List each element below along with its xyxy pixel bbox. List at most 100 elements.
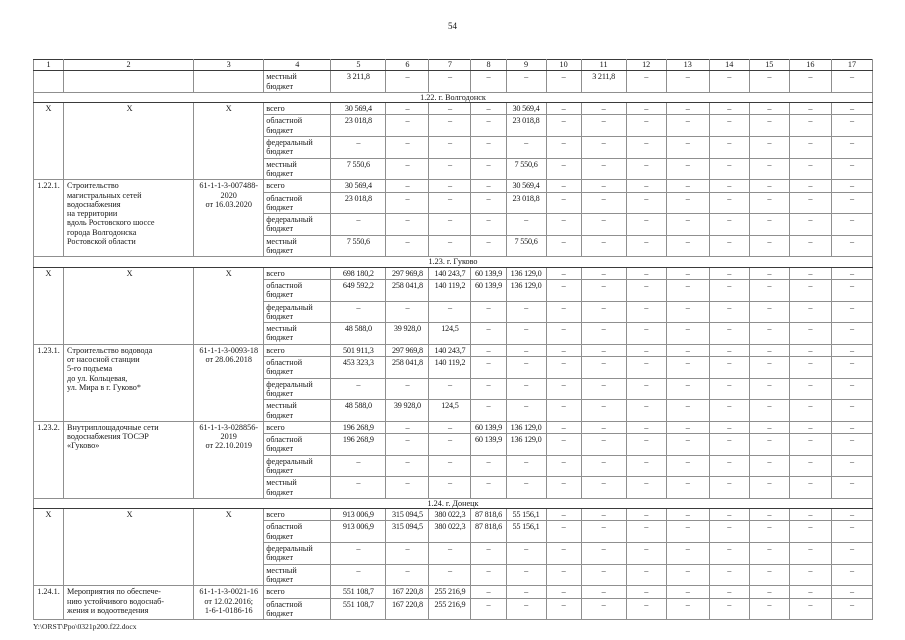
amount-cell: – (748, 322, 790, 345)
amount-cell: – (428, 70, 472, 93)
amount-cell: – (625, 454, 667, 478)
amount-cell: – (748, 157, 790, 181)
amount-cell: 453 323,3 (330, 356, 387, 379)
amount-cell: – (788, 114, 832, 138)
amount-cell: – (788, 508, 832, 522)
amount-cell: – (580, 508, 627, 522)
table-row: местный бюджет 7 550,6– – –7 550,6– – – – – – – – (34, 157, 874, 181)
amount-cell: – (625, 433, 667, 456)
amount-cell: – (505, 377, 547, 401)
budget-level-cell: федеральный бюджет (263, 542, 332, 565)
column-number-cell: 16 (788, 58, 832, 72)
column-number-cell: 9 (505, 58, 547, 72)
object-name-cell: Строительство водовода от насосной станц… (63, 343, 195, 422)
section-title: 1.24. г. Донецк (33, 497, 873, 510)
amount-cell: – (788, 399, 832, 422)
amount-cell: – (665, 520, 710, 544)
budget-level-cell: местный бюджет (263, 234, 332, 258)
amount-cell: – (470, 542, 507, 565)
amount-cell: – (505, 597, 547, 621)
amount-cell: – (625, 114, 667, 138)
amount-cell: – (708, 343, 750, 358)
table-row: областной бюджет 551 108,7 167 220,8 255 21… (34, 597, 874, 621)
amount-cell: – (505, 213, 547, 236)
amount-cell: – (545, 563, 582, 587)
amount-cell: 7 550,6 (505, 157, 547, 181)
project-code-cell: 61-1-1-3-007488- 2020 от 16.03.2020 (193, 179, 265, 258)
table-row: федеральный бюджет – – – – – – – – – – – – – (34, 377, 874, 401)
amount-cell: 136 129,0 (505, 433, 547, 456)
table-row: федеральный бюджет – – – – – – – – – – – – – (34, 300, 874, 324)
amount-cell: 60 139,9 (470, 266, 507, 280)
amount-cell: – (748, 520, 790, 544)
column-number-cell: 17 (830, 58, 874, 72)
amount-cell: 7 550,6 (505, 234, 547, 258)
amount-cell: – (385, 454, 430, 478)
empty-cell (63, 70, 195, 93)
amount-cell: – (428, 542, 472, 565)
amount-cell: – (580, 102, 627, 116)
amount-cell: – (830, 179, 874, 193)
amount-cell: – (830, 266, 874, 280)
amount-cell: 23 018,8 (330, 191, 387, 215)
amount-cell: – (625, 234, 667, 258)
amount-cell: – (708, 454, 750, 478)
amount-cell: – (665, 114, 710, 138)
amount-cell: – (580, 213, 627, 236)
amount-cell: – (428, 136, 472, 159)
amount-cell: – (545, 157, 582, 181)
amount-cell: – (748, 179, 790, 193)
amount-cell: – (385, 300, 430, 324)
amount-cell: – (580, 399, 627, 422)
amount-cell: – (665, 191, 710, 215)
table-row: областной бюджет 196 268,9– –60 139,9 136 1… (34, 433, 874, 456)
amount-cell: – (385, 542, 430, 565)
row-number-cell: 1.23.2. (32, 420, 65, 499)
amount-cell: – (665, 266, 710, 280)
amount-cell: – (385, 191, 430, 215)
amount-cell: – (545, 213, 582, 236)
amount-cell: – (708, 420, 750, 435)
budget-level-cell: областной бюджет (263, 356, 332, 379)
amount-cell: – (385, 420, 430, 435)
object-name-cell: X (63, 266, 195, 345)
budget-level-cell: местный бюджет (263, 322, 332, 345)
amount-cell: – (580, 420, 627, 435)
amount-cell: – (748, 508, 790, 522)
amount-cell: 30 569,4 (330, 179, 387, 193)
amount-cell: – (830, 343, 874, 358)
amount-cell: – (625, 322, 667, 345)
amount-cell: – (748, 420, 790, 435)
amount-cell: 55 156,1 (505, 508, 547, 522)
row-number-cell: 1.22.1. (32, 179, 65, 258)
amount-cell: – (545, 343, 582, 358)
amount-cell: – (545, 266, 582, 280)
table-row: федеральный бюджет – – – – – – – – – – – – – (34, 213, 874, 236)
row-number-cell: X (32, 102, 65, 181)
amount-cell: – (545, 454, 582, 478)
amount-cell: – (788, 213, 832, 236)
budget-level-cell: местный бюджет (263, 563, 332, 587)
amount-cell: – (708, 356, 750, 379)
amount-cell: – (708, 191, 750, 215)
section-title: 1.23. г. Гуково (33, 256, 873, 268)
table-row: федеральный бюджет – – – – – – – – – – – – – (34, 454, 874, 478)
amount-cell: – (748, 70, 790, 93)
amount-cell: 315 094,5 (385, 520, 430, 544)
column-number-cell: 1 (32, 58, 65, 72)
amount-cell: – (470, 136, 507, 159)
amount-cell: – (545, 234, 582, 258)
amount-cell: 136 129,0 (505, 278, 547, 302)
amount-cell: – (830, 508, 874, 522)
amount-cell: – (830, 102, 874, 116)
amount-cell: – (665, 597, 710, 621)
section-header-row: 1.23. г. Гуково (33, 256, 873, 268)
amount-cell: 39 928,0 (385, 322, 430, 345)
budget-level-cell: областной бюджет (263, 433, 332, 456)
amount-cell: – (830, 234, 874, 258)
amount-cell: – (385, 179, 430, 193)
amount-cell: – (665, 136, 710, 159)
amount-cell: – (830, 356, 874, 379)
amount-cell: – (830, 278, 874, 302)
amount-cell: – (428, 563, 472, 587)
